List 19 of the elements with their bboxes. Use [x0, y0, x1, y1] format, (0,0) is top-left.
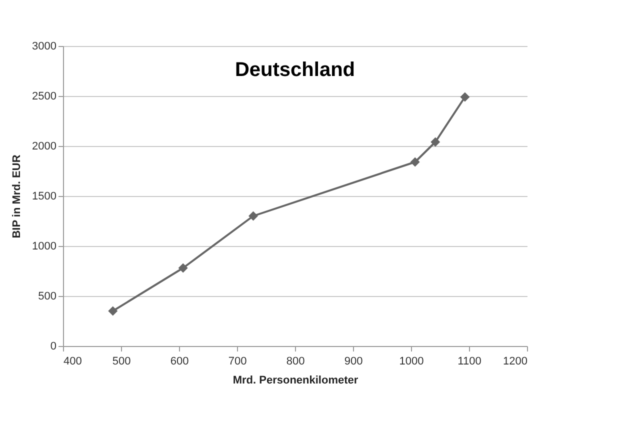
y-tick-label: 2000 [32, 140, 56, 152]
y-tick-label: 3000 [32, 40, 56, 52]
y-tick-label: 1500 [32, 190, 56, 202]
y-tick-label: 1000 [32, 240, 56, 252]
x-axis-title: Mrd. Personenkilometer [232, 374, 359, 386]
x-tick-label: 600 [170, 356, 189, 368]
x-tick-label: 1200 [503, 356, 528, 368]
x-tick-label: 1000 [399, 356, 424, 368]
x-tick-label: 400 [64, 356, 82, 368]
text: Deutschland [234, 59, 356, 81]
x-tick-label: 700 [228, 356, 247, 368]
x-tick-label: 800 [286, 356, 305, 368]
y-axis-title: BIP in Mrd. EUR [11, 154, 24, 238]
y-tick-label: 2500 [32, 90, 56, 102]
y-tick-label: 500 [38, 290, 56, 302]
x-tick-label: 500 [112, 356, 131, 368]
x-tick-label: 1100 [458, 356, 482, 368]
y-tick-label: 0 [50, 340, 56, 352]
x-tick-label: 900 [344, 356, 363, 368]
